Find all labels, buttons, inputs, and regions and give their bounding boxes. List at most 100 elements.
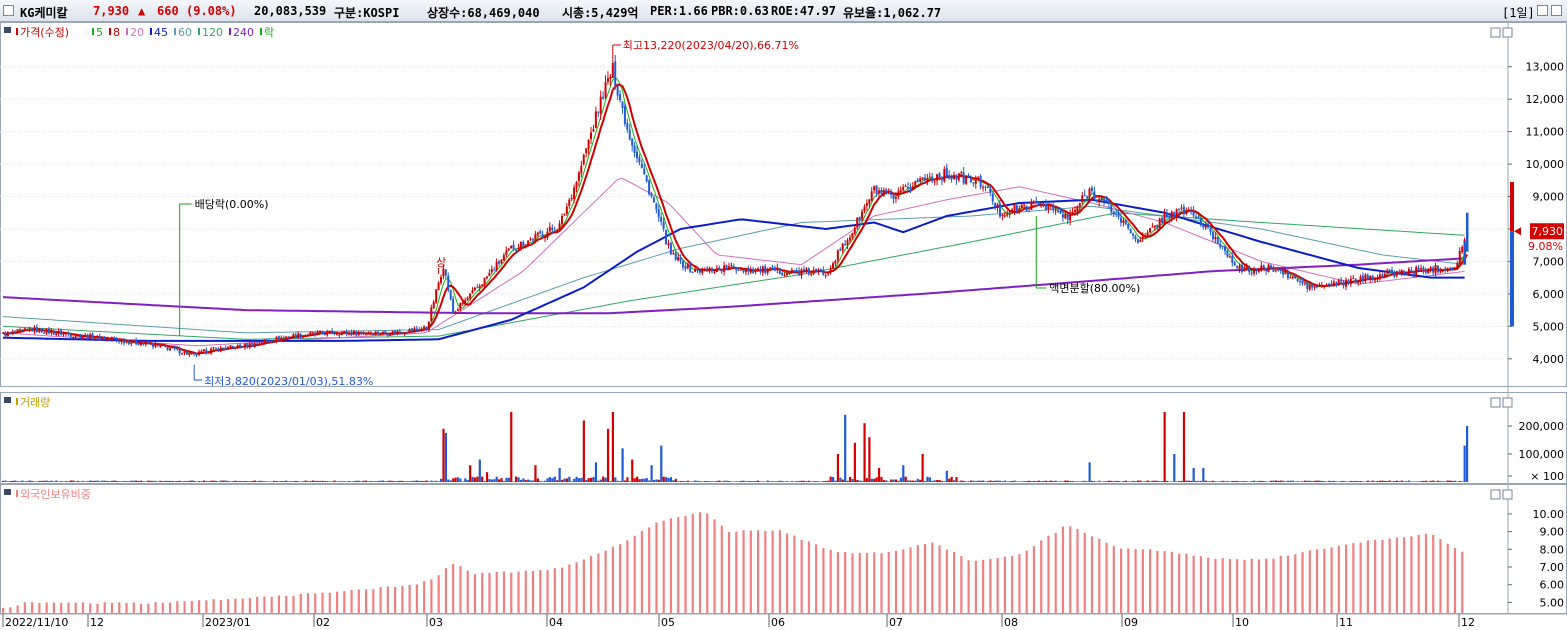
volume-bar — [437, 481, 440, 482]
candle-body — [585, 148, 588, 154]
foreign-bar — [691, 513, 694, 613]
minimize-icon[interactable] — [1537, 5, 1548, 16]
candle-body — [972, 182, 975, 184]
chart-menu-icon[interactable] — [3, 5, 14, 16]
candle-body — [563, 214, 566, 216]
period-selector[interactable]: [1일] — [1502, 6, 1535, 20]
volume-bar — [648, 480, 651, 482]
candle-body — [304, 335, 307, 337]
volume-panel-maximize-icon[interactable] — [1490, 397, 1501, 408]
candle-body — [519, 241, 522, 248]
candle-body — [1407, 268, 1410, 275]
price-axis-label: 4,000 — [1533, 353, 1565, 366]
candle-body — [749, 268, 752, 273]
volume-bar — [631, 459, 634, 482]
candle-body — [198, 351, 201, 355]
volume-bar — [333, 480, 336, 482]
candle-body — [137, 343, 140, 346]
volume-bar — [1434, 481, 1437, 482]
x-axis-label: 02 — [316, 616, 330, 629]
candle-body — [447, 275, 450, 291]
volume-bar — [52, 481, 56, 482]
x-axis-label: 12 — [90, 616, 104, 629]
candle-body — [360, 332, 363, 334]
volume-bar — [548, 477, 552, 482]
price-panel-close-icon[interactable] — [1502, 27, 1513, 38]
foreign-bar — [560, 567, 564, 613]
candle-body — [154, 344, 157, 347]
volume-bar — [1204, 480, 1207, 482]
candle-body — [241, 346, 244, 348]
volume-bar — [587, 478, 590, 482]
volume-panel-close-icon[interactable] — [1502, 397, 1513, 408]
candle-body — [892, 194, 895, 199]
volume-bar — [1144, 481, 1147, 482]
volume-bar — [790, 481, 794, 482]
volume-bar — [534, 465, 537, 482]
candle-body — [887, 192, 890, 194]
close-icon[interactable] — [1551, 5, 1562, 16]
volume-bar — [723, 480, 726, 482]
candle-body — [1078, 203, 1081, 207]
volume-bar — [96, 480, 99, 482]
volume-bar — [168, 480, 172, 482]
stock-header-bar: KG케미칼 7,930 ▲ 660 (9.08%) 20,083,539 구분:… — [0, 0, 1567, 22]
volume-bar — [597, 480, 600, 482]
foreign-panel-close-icon[interactable] — [1502, 489, 1513, 500]
candle-body — [667, 243, 670, 246]
candle-body — [766, 268, 769, 273]
volume-bar — [517, 477, 520, 482]
volume-bar — [152, 480, 155, 482]
candle-body — [1066, 214, 1069, 220]
volume-bar — [1403, 481, 1406, 482]
foreign-bar — [590, 555, 593, 613]
candle-body — [81, 336, 84, 339]
foreign-bar — [1294, 554, 1297, 613]
volume-bar — [110, 480, 114, 482]
candle-body — [1306, 282, 1309, 289]
volume-bar — [236, 481, 239, 482]
x-axis-label: 2023/01 — [205, 616, 251, 629]
volume-bar — [536, 478, 539, 482]
volume-bar — [493, 479, 496, 482]
volume-bar — [190, 480, 193, 482]
volume-bar — [1013, 480, 1016, 482]
candle-body — [282, 337, 285, 339]
volume-bar — [248, 481, 252, 482]
volume-bar — [1456, 481, 1459, 482]
volume-bar — [1124, 480, 1128, 482]
candle-body — [91, 333, 94, 340]
volume-bar — [560, 479, 564, 482]
volume-bar — [106, 481, 109, 482]
candle-body — [318, 330, 321, 332]
candle-body — [335, 334, 338, 336]
volume-bar — [718, 480, 721, 482]
volume-bar — [64, 481, 68, 482]
candle-body — [350, 332, 353, 335]
candle-body — [47, 328, 50, 334]
volume-bar — [258, 480, 261, 482]
candle-body — [923, 177, 926, 181]
volume-bar — [1098, 480, 1101, 482]
candle-body — [1340, 279, 1343, 282]
volume-bar — [829, 476, 832, 482]
volume-bar — [1064, 480, 1067, 482]
candle-body — [657, 209, 660, 218]
candle-body — [1337, 280, 1340, 285]
foreign-bar — [1127, 548, 1130, 613]
foreign-bar — [698, 512, 702, 613]
foreign-bar — [786, 533, 789, 613]
price-panel-maximize-icon[interactable] — [1490, 27, 1501, 38]
volume-bars — [2, 412, 1469, 482]
volume-bar — [1054, 480, 1057, 482]
foreign-panel-maximize-icon[interactable] — [1490, 489, 1501, 500]
candle-body — [940, 177, 943, 181]
volume-bar — [435, 480, 438, 482]
volume-bar — [210, 480, 213, 482]
candle-body — [1139, 240, 1142, 242]
volume-bar — [1313, 480, 1316, 482]
candle-body — [548, 226, 551, 232]
volume-bar — [447, 479, 450, 482]
foreign-bar — [1112, 546, 1115, 613]
candle-body — [1359, 276, 1362, 282]
